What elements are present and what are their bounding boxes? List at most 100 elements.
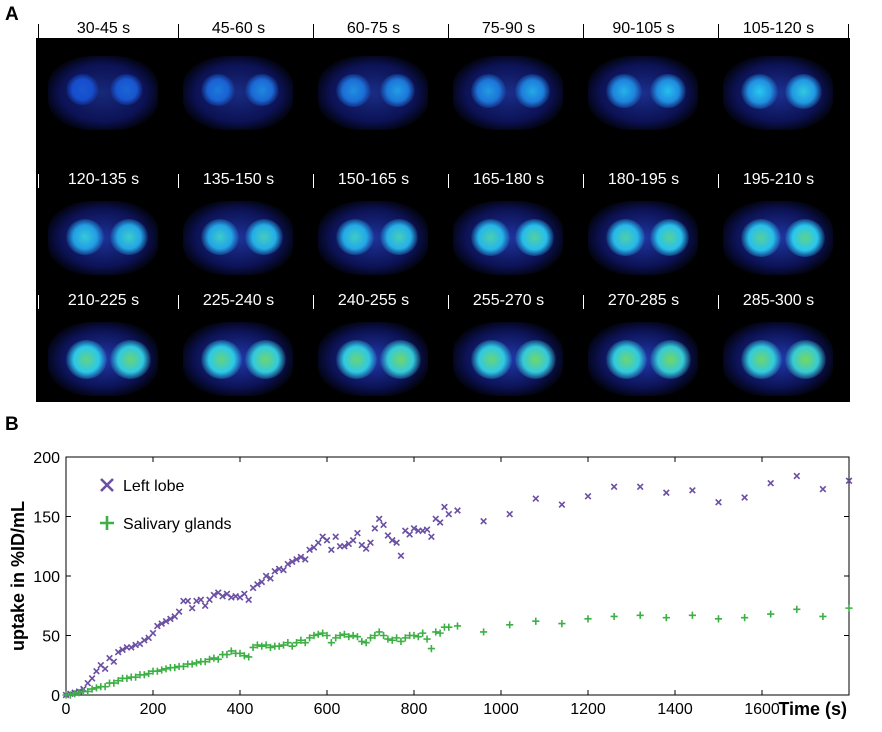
frame-time-label: 30-45 s [76,20,131,37]
x-tick-label: 1200 [570,701,606,718]
data-point [271,567,279,575]
data-point [354,529,361,537]
right-hotspot [785,340,827,380]
legend-label: Left lobe [123,478,184,495]
data-point [114,648,122,656]
data-point [284,639,292,647]
right-hotspot [380,74,415,108]
data-point [245,653,253,661]
x-tick-label: 0 [62,701,71,718]
data-point [236,649,244,657]
data-point [714,615,723,623]
data-point [532,495,540,503]
data-point [127,644,135,651]
data-point [227,647,235,655]
data-point [345,633,353,641]
data-point [349,631,357,640]
frame-time-label: 150-165 s [337,171,410,188]
frame-time-label: 210-225 s [67,292,140,309]
data-point [436,519,444,526]
data-point [358,637,366,646]
pet-frame [36,195,171,275]
data-point [267,575,274,582]
left-hotspot [471,340,512,379]
data-point [223,650,231,659]
data-point [558,501,566,508]
x-axis-label: Time (s) [778,699,847,719]
left-hotspot [471,219,511,257]
legend-marker [100,478,114,492]
data-point [258,578,266,586]
frame-time-label: 75-90 s [481,20,536,37]
frame-separator-tick [38,295,39,309]
left-hotspot [336,340,377,379]
data-point [88,674,96,682]
data-point [406,530,414,538]
right-hotspot [245,74,280,107]
data-point [284,560,292,568]
pet-frame [36,50,171,142]
data-point [101,683,109,691]
pet-frame [171,316,306,396]
data-point [610,483,618,491]
data-point [340,630,348,638]
data-point [506,621,514,629]
frame-separator-tick [38,24,39,38]
right-hotspot [515,340,556,379]
data-point [410,525,418,532]
data-point [445,623,453,631]
x-tick-label: 1400 [657,701,693,718]
panel-a-letter: A [5,4,19,25]
data-point [371,631,379,640]
frame-separator-tick [178,295,179,309]
data-point [123,674,131,682]
data-point [558,620,566,628]
left-hotspot [606,219,646,257]
data-point [314,630,322,638]
data-point [384,635,392,643]
right-hotspot [380,219,419,256]
x-tick-label: 1600 [744,701,780,718]
x-tick-label: 400 [227,701,254,718]
frame-time-label: 195-210 s [742,171,815,188]
frame-time-label: 240-255 s [337,292,410,309]
data-point [93,667,100,675]
data-point [371,525,379,532]
right-hotspot [785,219,825,257]
uptake-chart: 0 200 400 600 800 1000 1200 1400 1600 0 50 100 150 20… [8,450,853,719]
y-tick-label: 50 [42,629,60,646]
data-point [845,477,853,485]
data-point [410,631,418,640]
data-point [332,634,340,642]
data-point [292,639,301,647]
data-point [427,644,435,653]
x-tick-label: 1000 [483,701,519,718]
data-point [188,604,196,612]
pet-frame [171,50,306,142]
data-point [388,636,396,644]
pet-frame [306,50,441,142]
data-point [819,485,827,493]
panel-b-letter: B [5,414,19,435]
frame-time-label: 60-75 s [346,20,401,37]
frame-separator-tick [718,174,719,188]
data-point [280,566,287,574]
y-tick-label: 200 [33,450,60,467]
data-point [275,642,283,650]
data-point [210,654,218,662]
data-point [610,612,618,621]
uptake-chart-panel: 0 200 400 600 800 1000 1200 1400 1600 0 50 100 150 20… [0,410,882,727]
frame-time-label: 120-135 s [67,171,140,188]
data-point [401,634,409,642]
right-hotspot [245,340,286,379]
data-point [380,521,387,529]
data-point [323,631,331,640]
data-point [149,629,157,637]
data-point [167,615,174,623]
data-point [367,539,374,547]
data-point [423,526,431,533]
data-point [245,596,253,604]
data-point [362,639,370,647]
data-point [288,642,296,650]
data-point [332,533,340,541]
